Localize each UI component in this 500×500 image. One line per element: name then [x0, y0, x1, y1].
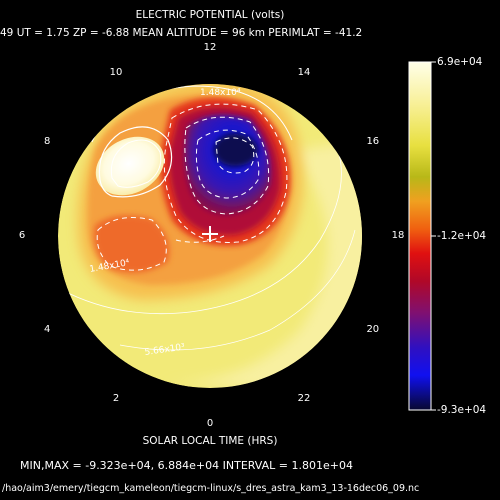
local-time-label-14: 14	[297, 67, 311, 79]
local-time-label-22: 22	[297, 392, 311, 404]
local-time-label-0: 0	[206, 418, 214, 429]
navy-core	[214, 134, 258, 166]
local-time-label-4: 4	[43, 324, 51, 335]
local-time-label-6: 6	[18, 230, 26, 241]
local-time-label-8: 8	[43, 136, 51, 147]
local-time-label-10: 10	[109, 67, 123, 79]
local-time-label-16: 16	[366, 136, 380, 147]
local-time-label-18: 18	[391, 230, 405, 241]
polar-dial: 1.48x10⁴ 1.48x10⁴ 5.66x10³	[58, 84, 362, 388]
contour-positive-4	[61, 149, 342, 315]
file-path-footer: /hao/aim3/emery/tiegcm_kameleon/tiegcm-l…	[2, 483, 420, 494]
contour-positive-5	[119, 229, 356, 351]
info-line: 49 UT = 1.75 ZP = -6.88 MEAN ALTITUDE = …	[0, 27, 363, 39]
chart-title: ELECTRIC POTENTIAL (volts)	[135, 9, 285, 21]
white-peak	[95, 136, 165, 196]
minmax-line: MIN,MAX = -9.323e+04, 6.884e+04 INTERVAL…	[20, 459, 353, 472]
x-axis-label: SOLAR LOCAL TIME (HRS)	[142, 435, 278, 447]
red-patch	[93, 215, 170, 273]
colorbar-min-label: -9.3e+04	[437, 404, 487, 416]
colorbar	[408, 61, 432, 411]
contours-negative	[96, 103, 288, 271]
colorbar-mid-label: -1.2e+04	[437, 230, 487, 242]
local-time-label-12: 12	[203, 42, 217, 53]
contour-label-top: 1.48x10⁴	[200, 88, 241, 98]
light-band	[150, 140, 362, 388]
local-time-label-2: 2	[112, 392, 120, 404]
contour-positive-2	[110, 139, 162, 188]
pole-marker	[202, 226, 218, 242]
contour-positive-1	[98, 126, 173, 198]
colorbar-max-label: 6.9e+04	[437, 56, 483, 68]
local-time-label-20: 20	[366, 324, 380, 335]
